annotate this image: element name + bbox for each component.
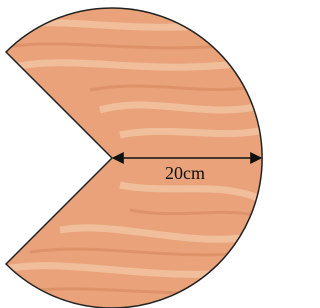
radius-label: 20cm <box>165 163 205 183</box>
wood-sector <box>0 0 263 308</box>
diagram: 20cm <box>0 0 263 308</box>
